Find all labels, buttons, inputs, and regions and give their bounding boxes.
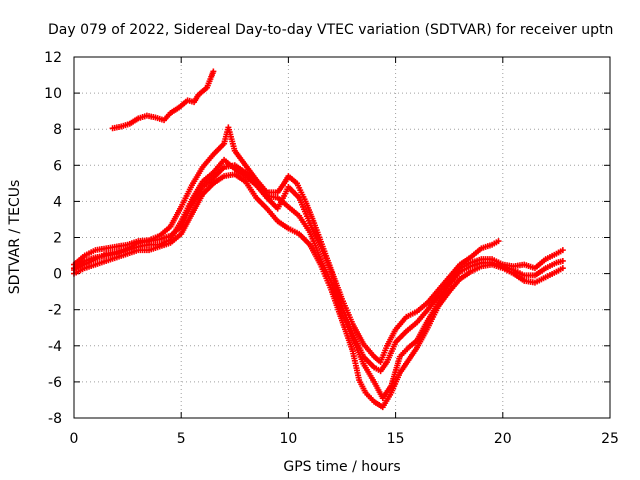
plot-frame <box>73 56 611 419</box>
x-tick-label: 10 <box>279 431 297 447</box>
series-trace-1 <box>71 124 502 366</box>
series-arc-high <box>109 68 217 132</box>
y-tick-label: 2 <box>53 231 62 247</box>
y-tick-label: 0 <box>53 267 62 283</box>
x-tick-label: 25 <box>601 431 619 447</box>
x-tick-label: 5 <box>177 431 186 447</box>
data-point <box>495 238 502 245</box>
data-point <box>559 257 566 264</box>
data-point <box>210 68 217 75</box>
chart-title: Day 079 of 2022, Sidereal Day-to-day VTE… <box>48 22 613 38</box>
series-trace-3 <box>71 171 566 411</box>
y-tick-label: 6 <box>53 158 62 174</box>
data-point <box>559 265 566 272</box>
y-tick-label: 8 <box>53 122 62 138</box>
x-tick-label: 20 <box>494 431 512 447</box>
x-tick-label: 15 <box>387 431 405 447</box>
y-tick-label: -6 <box>48 375 62 391</box>
y-axis-label: SDTVAR / TECUs <box>7 180 23 295</box>
y-tick-label: 4 <box>53 194 62 210</box>
x-tick-label: 0 <box>70 431 79 447</box>
y-tick-label: 10 <box>44 86 62 102</box>
y-tick-label: -4 <box>48 339 62 355</box>
series-trace-4 <box>71 162 566 402</box>
x-axis-label: GPS time / hours <box>283 459 400 475</box>
y-tick-label: 12 <box>44 50 62 66</box>
data-points <box>71 68 566 411</box>
data-point <box>559 247 566 254</box>
y-tick-label: -8 <box>48 411 62 427</box>
y-tick-label: -2 <box>48 303 62 319</box>
